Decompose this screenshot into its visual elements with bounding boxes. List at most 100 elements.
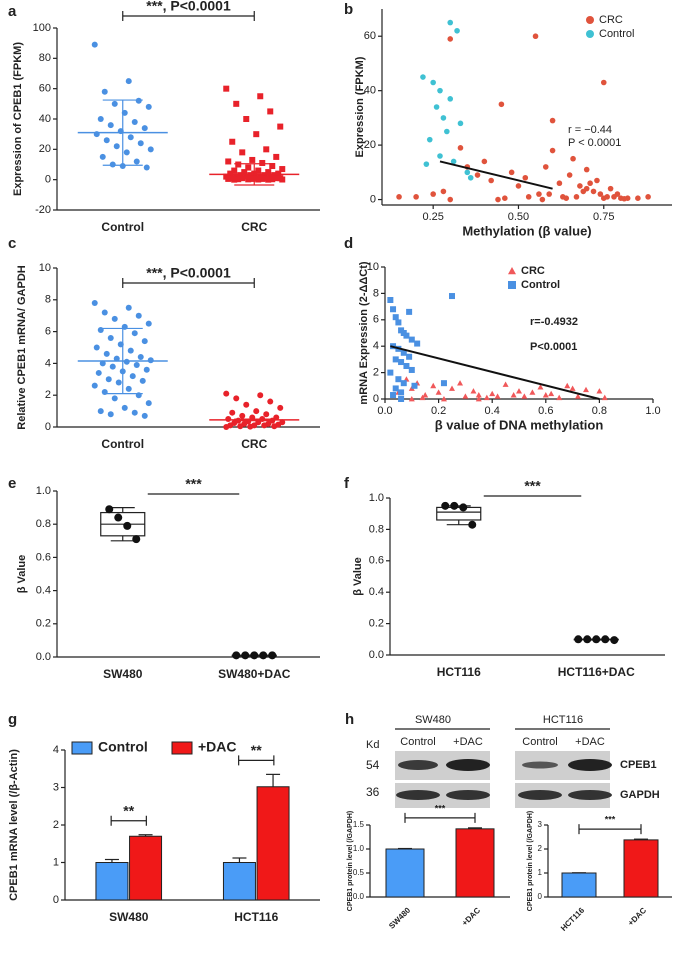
point <box>556 180 563 187</box>
point <box>247 423 254 430</box>
y-tick-label: 60 <box>364 30 376 42</box>
point <box>408 396 415 402</box>
point <box>135 312 142 319</box>
point <box>577 183 583 189</box>
panel-label: f <box>344 475 350 492</box>
box <box>436 506 482 521</box>
point <box>133 361 140 368</box>
band <box>396 790 440 800</box>
point <box>457 380 464 386</box>
point <box>109 363 116 370</box>
point <box>255 167 262 174</box>
band <box>446 759 490 771</box>
y-tick-label: 6 <box>45 326 51 338</box>
point <box>267 398 274 405</box>
band <box>446 790 490 800</box>
x-tick-label: HCT116 <box>437 665 481 679</box>
y-tick-label: 0 <box>538 892 543 901</box>
point <box>645 194 651 200</box>
annotation: P < 0.0001 <box>568 137 621 149</box>
point <box>447 36 454 42</box>
x-axis-label: Methylation (β value) <box>462 223 591 238</box>
point <box>273 153 280 160</box>
point <box>441 501 450 510</box>
y-tick-label: 20 <box>39 143 51 155</box>
point <box>539 196 546 203</box>
point <box>408 366 415 373</box>
y-axis-label: Expression (FPKM) <box>354 56 366 157</box>
point <box>93 344 100 351</box>
point <box>271 423 278 430</box>
y-tick-label: 0 <box>45 421 51 433</box>
point <box>470 388 477 394</box>
y-tick-label: 0.0 <box>353 892 365 901</box>
point <box>510 392 517 398</box>
point <box>447 96 454 102</box>
point <box>95 369 102 376</box>
point <box>243 401 250 408</box>
x-tick-label: HCT116 <box>559 905 587 933</box>
point <box>467 174 474 181</box>
point <box>239 149 246 156</box>
point <box>449 385 455 391</box>
y-tick-label: 6 <box>373 314 379 326</box>
point <box>395 319 402 326</box>
legend-swatch <box>508 281 516 289</box>
panel-label: a <box>8 3 17 20</box>
point <box>454 27 460 34</box>
point <box>253 408 260 415</box>
point <box>450 158 457 165</box>
point <box>97 116 104 122</box>
point <box>123 521 132 530</box>
point <box>536 191 542 197</box>
bar <box>623 839 659 898</box>
x-tick-label: 0.0 <box>377 405 392 417</box>
y-tick-label: 100 <box>33 22 51 34</box>
point <box>237 423 244 430</box>
point <box>522 174 529 181</box>
point <box>273 414 280 421</box>
y-tick-label: 0.6 <box>369 555 384 567</box>
point <box>564 382 571 389</box>
point <box>549 147 556 154</box>
y-tick-label: 0.6 <box>36 551 51 563</box>
band <box>568 759 612 771</box>
y-tick-label: 0.8 <box>36 518 51 530</box>
point <box>227 170 234 177</box>
x-tick-label: Control <box>101 220 144 234</box>
point <box>101 88 108 95</box>
y-tick-label: 2 <box>45 389 51 401</box>
x-tick-label: 0.8 <box>592 405 607 417</box>
y-tick-label: 0.8 <box>369 523 384 535</box>
point <box>462 393 469 399</box>
band <box>518 790 562 800</box>
point <box>488 177 494 184</box>
point <box>229 409 236 416</box>
point <box>569 385 576 391</box>
point <box>250 651 259 660</box>
x-tick-label: SW480 <box>103 667 143 681</box>
point <box>556 394 563 401</box>
point <box>635 195 641 201</box>
y-tick-label: 0.2 <box>36 618 51 630</box>
point <box>147 357 154 364</box>
point <box>259 651 268 660</box>
y-axis-label: CPEB1 mRNA level (/β-Actin) <box>8 749 20 901</box>
legend-label: +DAC <box>198 739 237 755</box>
x-tick-label: HCT116 <box>234 910 278 924</box>
point <box>481 158 488 165</box>
point <box>225 175 232 182</box>
point <box>257 93 264 100</box>
x-tick-label: Control <box>101 437 144 451</box>
point <box>398 359 405 366</box>
point <box>137 140 144 147</box>
point <box>243 116 250 122</box>
x-tick-label: SW480 <box>387 905 412 930</box>
panel-label: h <box>345 711 354 728</box>
point <box>600 79 607 86</box>
point <box>125 78 132 85</box>
point <box>105 505 114 514</box>
panel-label: c <box>8 235 16 252</box>
point <box>241 651 250 660</box>
legend-swatch <box>586 16 594 24</box>
